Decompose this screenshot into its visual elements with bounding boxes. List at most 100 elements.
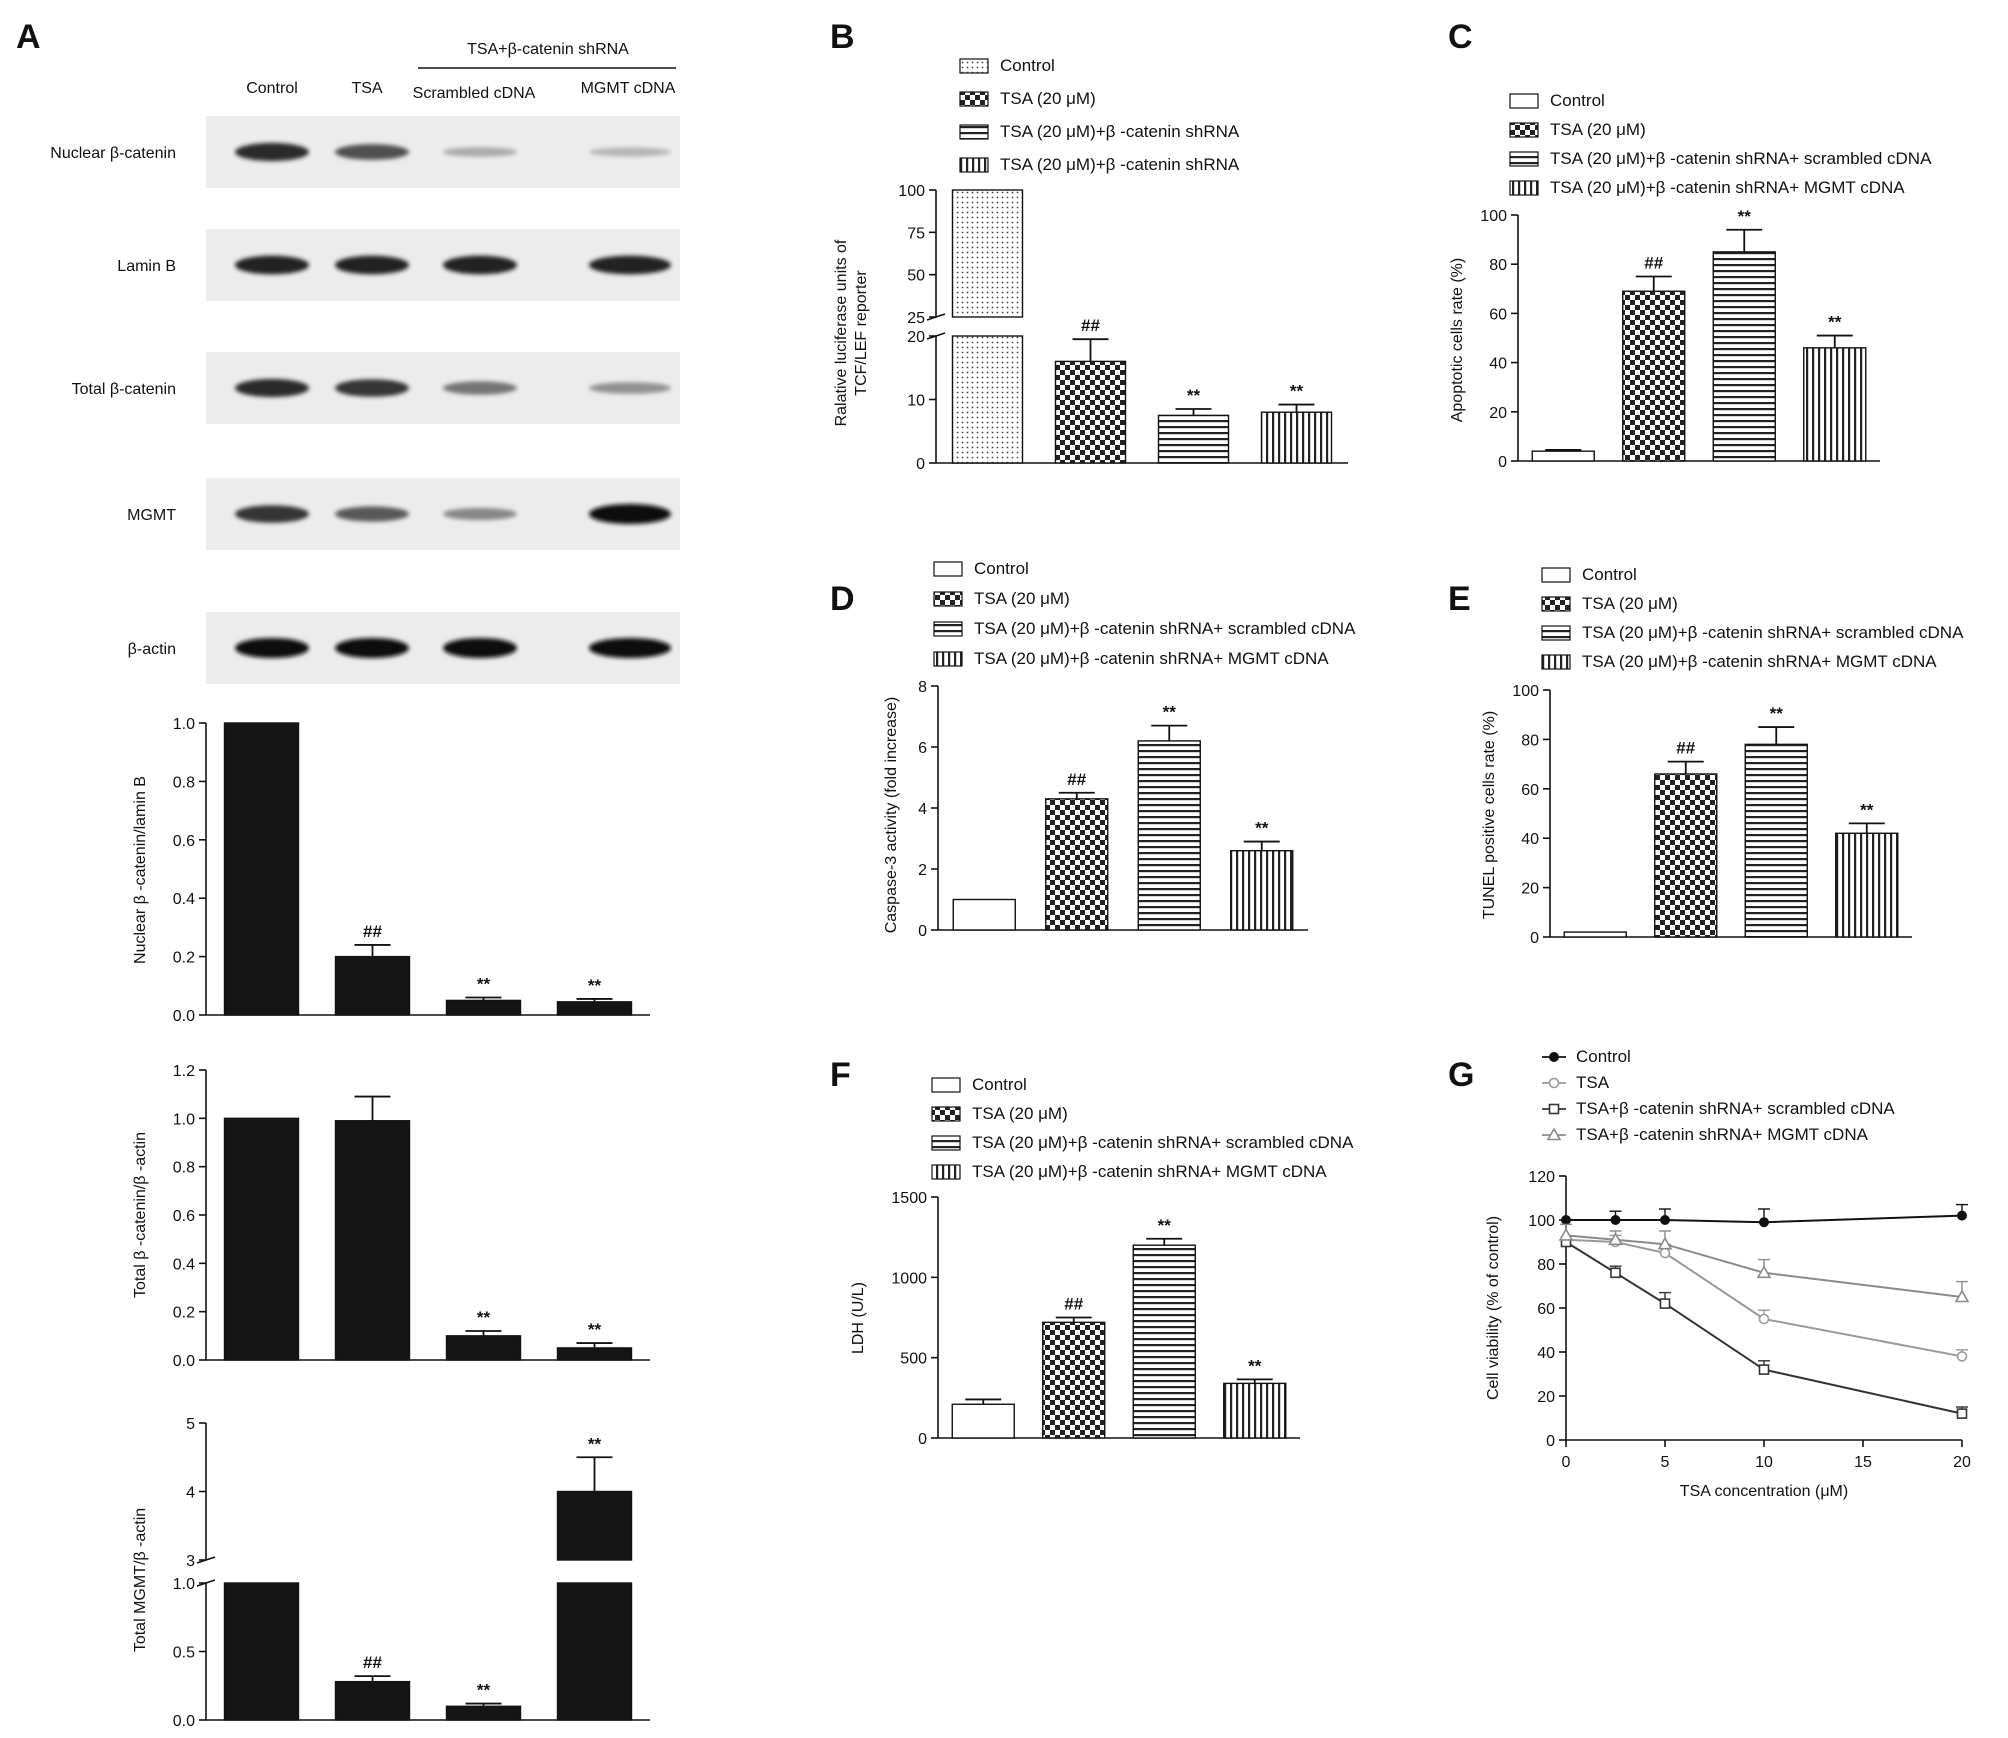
legend-swatch <box>1509 93 1539 109</box>
data-point <box>1608 1232 1623 1246</box>
y-axis-label: Ralative luciferase units of <box>833 239 850 426</box>
legend-label: TSA (20 μM)+β -catenin shRNA+ MGMT cDNA <box>972 1162 1327 1181</box>
blot-band <box>335 379 409 397</box>
y-axis-label: Total β -catenin/β -actin <box>132 1132 149 1298</box>
y-tick-label: 80 <box>1521 732 1539 749</box>
y-tick-label: 100 <box>1480 208 1507 225</box>
y-tick-label: 8 <box>918 679 927 696</box>
bar <box>1132 1244 1196 1439</box>
bar <box>1045 798 1109 931</box>
blot-row-label: β-actin <box>128 641 176 658</box>
y-tick-label: 1000 <box>891 1270 927 1287</box>
bar <box>1157 414 1230 464</box>
bar <box>1230 850 1294 931</box>
y-tick-label: 5 <box>186 1416 195 1433</box>
y-tick-label: 60 <box>1489 306 1507 323</box>
y-tick-label: 100 <box>1512 683 1539 700</box>
blot-band <box>235 255 309 275</box>
y-tick-label: 60 <box>1521 782 1539 799</box>
bar <box>1712 251 1776 462</box>
data-point <box>1956 1351 1968 1362</box>
significance-mark: ** <box>1163 703 1177 722</box>
legend-label: TSA (20 μM)+β -catenin shRNA+ scrambled … <box>1582 623 1964 642</box>
blot-band <box>443 381 517 395</box>
legend-label: TSA (20 μM) <box>1000 89 1096 108</box>
data-point <box>1659 1298 1671 1309</box>
chart-d: Caspase-3 activity (fold increase) Contro… <box>883 559 1356 940</box>
bar-upper-segment <box>556 1490 633 1561</box>
legend-swatch <box>959 91 989 107</box>
legend-swatch <box>933 591 963 607</box>
y-axis-label: Total MGMT/β -actin <box>132 1508 149 1652</box>
y-axis-label: LDH (U/L) <box>850 1282 867 1354</box>
bar-upper-segment <box>951 189 1024 318</box>
chart-e: TUNEL positive cells rate (%) Control TSA … <box>1481 565 1964 947</box>
blot-band <box>235 638 309 658</box>
legend-swatch <box>931 1164 961 1180</box>
blot-row: β-actin <box>128 612 680 684</box>
data-point <box>1548 1103 1560 1115</box>
y-axis-label: Cell viability (% of control) <box>1485 1216 1502 1400</box>
y-tick-label: 60 <box>1537 1301 1555 1318</box>
y-tick-label: 50 <box>907 268 925 285</box>
x-tick-label: 15 <box>1854 1454 1872 1471</box>
axis-break-mark <box>926 332 946 340</box>
panel-letter-d: D <box>830 580 855 618</box>
blot-row-label: MGMT <box>127 507 176 524</box>
bar <box>1654 773 1718 938</box>
y-tick-label: 0.2 <box>173 1305 195 1322</box>
panel-letter-a: A <box>16 18 41 56</box>
axis-break-mark <box>196 1579 216 1587</box>
significance-mark: ** <box>1290 382 1304 401</box>
data-point <box>1659 1247 1671 1259</box>
legend-label: Control <box>974 559 1029 578</box>
blot-band <box>335 638 409 658</box>
y-tick-label: 80 <box>1537 1257 1555 1274</box>
blot-band <box>589 638 671 658</box>
y-tick-label: 500 <box>900 1351 927 1368</box>
y-tick-label: 4 <box>186 1485 195 1502</box>
significance-mark: ## <box>1644 254 1663 273</box>
axis-break-mark <box>196 1556 216 1564</box>
data-point <box>1549 1052 1559 1062</box>
significance-mark: ** <box>1738 207 1752 226</box>
chart-c: Apoptotic cells rate (%) Control TSA (20 μ… <box>1449 91 1932 471</box>
significance-mark: ** <box>588 1434 602 1453</box>
y-tick-label: 0 <box>916 456 925 473</box>
blot-row: Lamin B <box>117 229 680 301</box>
significance-mark: ** <box>1248 1356 1262 1375</box>
y-tick-label: 0 <box>1546 1433 1555 1450</box>
y-tick-label: 0.8 <box>173 1160 195 1177</box>
blot-band <box>335 506 409 522</box>
bar <box>1744 743 1808 938</box>
bar <box>445 999 522 1016</box>
y-axis-label: TUNEL positive cells rate (%) <box>1481 711 1498 919</box>
series-line <box>1561 1203 1968 1228</box>
chart-a3: Total MGMT/β -actin 0.0 0.5 1.0 3 4 5 ## ** ** <box>132 1416 650 1730</box>
blot-band <box>443 507 517 521</box>
bar <box>1042 1321 1106 1439</box>
legend-label: Control <box>972 1075 1027 1094</box>
legend-swatch <box>1541 625 1571 641</box>
legend-label: TSA (20 μM)+β -catenin shRNA+ scrambled … <box>974 619 1356 638</box>
chart-a1: Nuclear β -catenin/lamin B 0.0 0.2 0.4 0.6 0.… <box>132 716 650 1025</box>
data-point <box>1558 1227 1574 1241</box>
data-point <box>1657 1236 1673 1250</box>
panel-letter-c: C <box>1448 18 1473 56</box>
significance-mark: ** <box>1770 704 1784 723</box>
y-tick-label: 0.8 <box>173 774 195 791</box>
y-axis-label: Apoptotic cells rate (%) <box>1449 258 1466 423</box>
y-tick-label: 75 <box>907 225 925 242</box>
legend-swatch <box>931 1077 961 1093</box>
legend-swatch <box>933 621 963 637</box>
legend-swatch <box>1509 180 1539 196</box>
y-tick-label: 1.0 <box>173 1111 195 1128</box>
significance-mark: ** <box>1828 313 1842 332</box>
legend-label: TSA (20 μM)+β -catenin shRNA <box>1000 155 1240 174</box>
lane-label-scrambled: Scrambled cDNA <box>413 85 536 102</box>
panel-letter-g: G <box>1448 1056 1474 1094</box>
legend-label: TSA+β -catenin shRNA+ MGMT cDNA <box>1576 1125 1869 1144</box>
legend-label: TSA (20 μM) <box>1550 120 1646 139</box>
blot-band <box>589 382 671 394</box>
